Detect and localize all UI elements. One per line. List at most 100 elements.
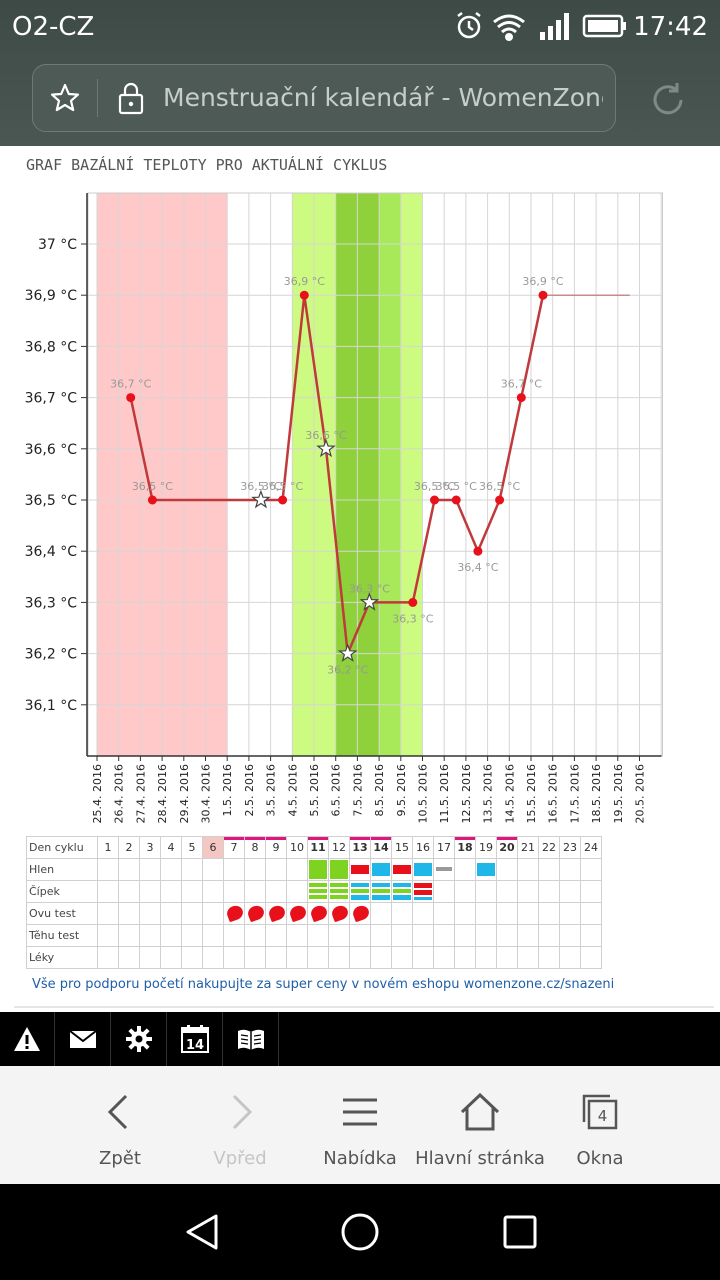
- table-cell[interactable]: [181, 880, 203, 903]
- cycle-day-cell[interactable]: 14: [370, 836, 392, 859]
- table-cell[interactable]: [454, 924, 476, 947]
- cycle-day-cell[interactable]: 21: [517, 836, 539, 859]
- table-cell[interactable]: [538, 858, 560, 881]
- table-cell[interactable]: [349, 946, 371, 969]
- table-cell[interactable]: [118, 858, 140, 881]
- table-cell[interactable]: [559, 924, 581, 947]
- table-cell[interactable]: [412, 924, 434, 947]
- cycle-day-cell[interactable]: 7: [223, 836, 245, 859]
- table-cell[interactable]: [244, 924, 266, 947]
- table-cell[interactable]: [139, 946, 161, 969]
- table-cell[interactable]: [265, 902, 287, 925]
- table-cell[interactable]: [412, 858, 434, 881]
- table-cell[interactable]: [118, 880, 140, 903]
- cycle-day-cell[interactable]: 12: [328, 836, 350, 859]
- table-cell[interactable]: [223, 946, 245, 969]
- table-cell[interactable]: [286, 946, 308, 969]
- table-cell[interactable]: [244, 880, 266, 903]
- cycle-day-cell[interactable]: 1: [97, 836, 119, 859]
- table-cell[interactable]: [265, 946, 287, 969]
- cycle-day-cell[interactable]: 20: [496, 836, 518, 859]
- cycle-day-cell[interactable]: 15: [391, 836, 413, 859]
- table-cell[interactable]: [181, 858, 203, 881]
- system-back-icon[interactable]: [182, 1212, 222, 1252]
- table-cell[interactable]: [328, 880, 350, 903]
- warning-button[interactable]: [0, 1012, 55, 1066]
- cycle-day-cell[interactable]: 16: [412, 836, 434, 859]
- table-cell[interactable]: [370, 946, 392, 969]
- table-cell[interactable]: [181, 924, 203, 947]
- table-cell[interactable]: [286, 902, 308, 925]
- table-cell[interactable]: [328, 858, 350, 881]
- table-cell[interactable]: [328, 902, 350, 925]
- table-cell[interactable]: [538, 946, 560, 969]
- table-cell[interactable]: [391, 880, 413, 903]
- table-cell[interactable]: [97, 902, 119, 925]
- table-cell[interactable]: [202, 946, 224, 969]
- table-cell[interactable]: [580, 924, 602, 947]
- table-cell[interactable]: [559, 946, 581, 969]
- table-cell[interactable]: [118, 924, 140, 947]
- table-cell[interactable]: [223, 924, 245, 947]
- table-cell[interactable]: [433, 902, 455, 925]
- cycle-day-cell[interactable]: 24: [580, 836, 602, 859]
- table-cell[interactable]: [349, 902, 371, 925]
- cycle-day-cell[interactable]: 10: [286, 836, 308, 859]
- table-cell[interactable]: [370, 924, 392, 947]
- table-cell[interactable]: [286, 924, 308, 947]
- table-cell[interactable]: [391, 924, 413, 947]
- table-cell[interactable]: [412, 902, 434, 925]
- table-cell[interactable]: [391, 902, 413, 925]
- table-cell[interactable]: [475, 946, 497, 969]
- table-cell[interactable]: [244, 946, 266, 969]
- table-cell[interactable]: [97, 946, 119, 969]
- calendar-button[interactable]: 14: [168, 1012, 223, 1066]
- table-cell[interactable]: [181, 946, 203, 969]
- table-cell[interactable]: [391, 946, 413, 969]
- cycle-day-cell[interactable]: 6: [202, 836, 224, 859]
- table-cell[interactable]: [160, 902, 182, 925]
- table-cell[interactable]: [139, 880, 161, 903]
- table-cell[interactable]: [580, 946, 602, 969]
- table-cell[interactable]: [244, 858, 266, 881]
- settings-button[interactable]: [112, 1012, 167, 1066]
- forward-button[interactable]: Vpřed: [170, 1066, 310, 1184]
- table-cell[interactable]: [328, 924, 350, 947]
- table-cell[interactable]: [517, 880, 539, 903]
- table-cell[interactable]: [307, 924, 329, 947]
- table-cell[interactable]: [349, 858, 371, 881]
- table-cell[interactable]: [370, 858, 392, 881]
- table-cell[interactable]: [580, 858, 602, 881]
- cycle-day-cell[interactable]: 17: [433, 836, 455, 859]
- menu-button[interactable]: Nabídka: [290, 1066, 430, 1184]
- table-cell[interactable]: [517, 924, 539, 947]
- cycle-day-cell[interactable]: 4: [160, 836, 182, 859]
- table-cell[interactable]: [286, 858, 308, 881]
- table-cell[interactable]: [496, 924, 518, 947]
- table-cell[interactable]: [202, 858, 224, 881]
- table-cell[interactable]: [223, 902, 245, 925]
- table-cell[interactable]: [118, 946, 140, 969]
- table-cell[interactable]: [496, 880, 518, 903]
- home-button[interactable]: Hlavní stránka: [410, 1066, 550, 1184]
- page-title-text[interactable]: Menstruační kalendář - WomenZone.c: [163, 83, 603, 112]
- table-cell[interactable]: [454, 858, 476, 881]
- table-cell[interactable]: [433, 858, 455, 881]
- table-cell[interactable]: [97, 880, 119, 903]
- table-cell[interactable]: [475, 902, 497, 925]
- table-cell[interactable]: [412, 946, 434, 969]
- table-cell[interactable]: [475, 924, 497, 947]
- table-cell[interactable]: [433, 880, 455, 903]
- table-cell[interactable]: [202, 924, 224, 947]
- table-cell[interactable]: [433, 946, 455, 969]
- table-cell[interactable]: [202, 902, 224, 925]
- windows-button[interactable]: 4 Okna: [530, 1066, 670, 1184]
- refresh-icon[interactable]: [648, 80, 688, 120]
- table-cell[interactable]: [454, 880, 476, 903]
- table-cell[interactable]: [97, 924, 119, 947]
- bookmark-star-icon[interactable]: [49, 82, 81, 114]
- table-cell[interactable]: [538, 880, 560, 903]
- table-cell[interactable]: [517, 902, 539, 925]
- table-cell[interactable]: [454, 902, 476, 925]
- table-cell[interactable]: [391, 858, 413, 881]
